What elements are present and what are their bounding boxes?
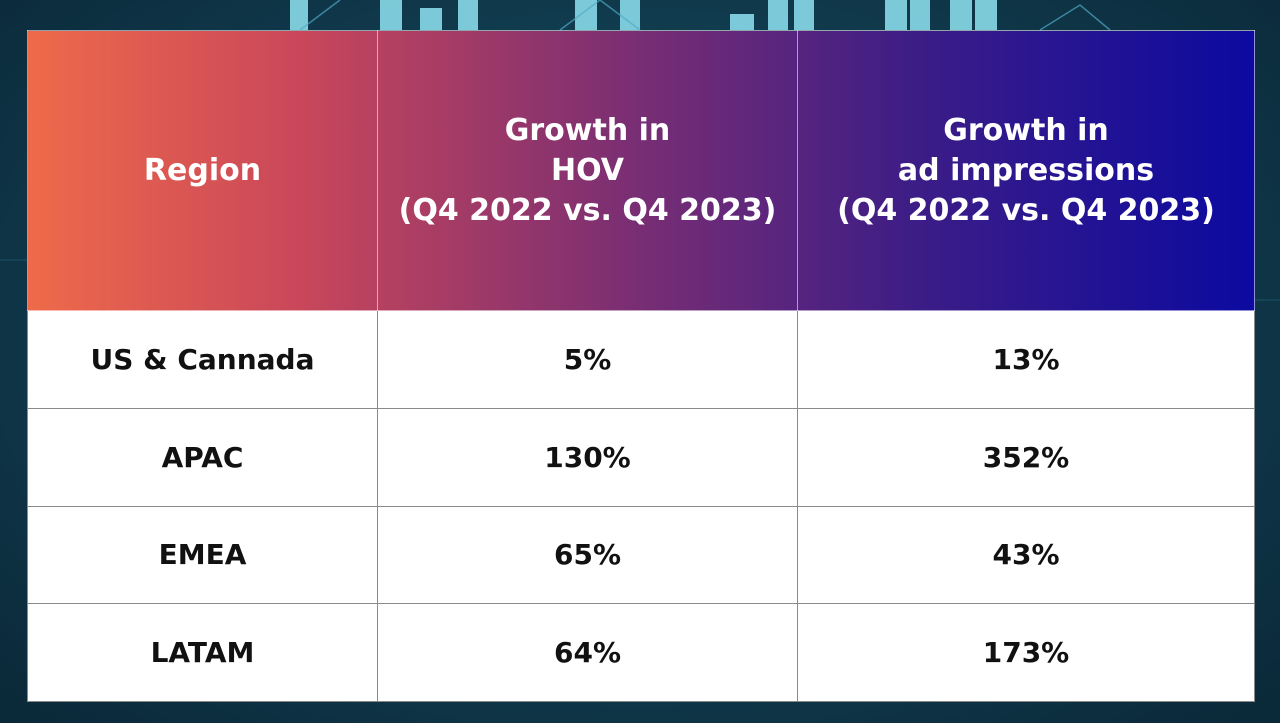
header-line: HOV [550,152,625,188]
header-line: Growth in [943,112,1109,148]
growth-table-container: Region Growth in HOV (Q4 2022 vs. Q4 202… [27,30,1255,702]
hov-growth-cell: 64% [377,603,798,702]
hov-growth-cell: 5% [377,310,798,409]
ad-impressions-growth-cell: 43% [797,505,1255,605]
ad-impressions-growth-cell: 352% [797,407,1255,507]
table-row: LATAM 64% 173% [27,603,1255,702]
region-cell: LATAM [27,603,378,702]
column-header-hov-growth: Growth in HOV (Q4 2022 vs. Q4 2023) [377,30,798,311]
header-line: (Q4 2022 vs. Q4 2023) [837,192,1215,228]
table-row: APAC 130% 352% [27,407,1255,507]
table-header-row: Region Growth in HOV (Q4 2022 vs. Q4 202… [27,30,1255,311]
region-cell: APAC [27,407,378,507]
growth-table: Region Growth in HOV (Q4 2022 vs. Q4 202… [27,30,1255,702]
hov-growth-cell: 130% [377,407,798,507]
header-line: ad impressions [897,152,1155,188]
ad-impressions-growth-cell: 13% [797,310,1255,409]
table-row: US & Cannada 5% 13% [27,310,1255,409]
table-row: EMEA 65% 43% [27,505,1255,605]
header-line: Region [143,152,262,188]
header-line: Growth in [504,112,671,148]
region-cell: EMEA [27,505,378,605]
column-header-ad-impressions-growth: Growth in ad impressions (Q4 2022 vs. Q4… [797,30,1255,311]
ad-impressions-growth-cell: 173% [797,603,1255,702]
hov-growth-cell: 65% [377,505,798,605]
column-header-region: Region [27,30,378,311]
region-cell: US & Cannada [27,310,378,409]
header-line: (Q4 2022 vs. Q4 2023) [398,192,777,228]
